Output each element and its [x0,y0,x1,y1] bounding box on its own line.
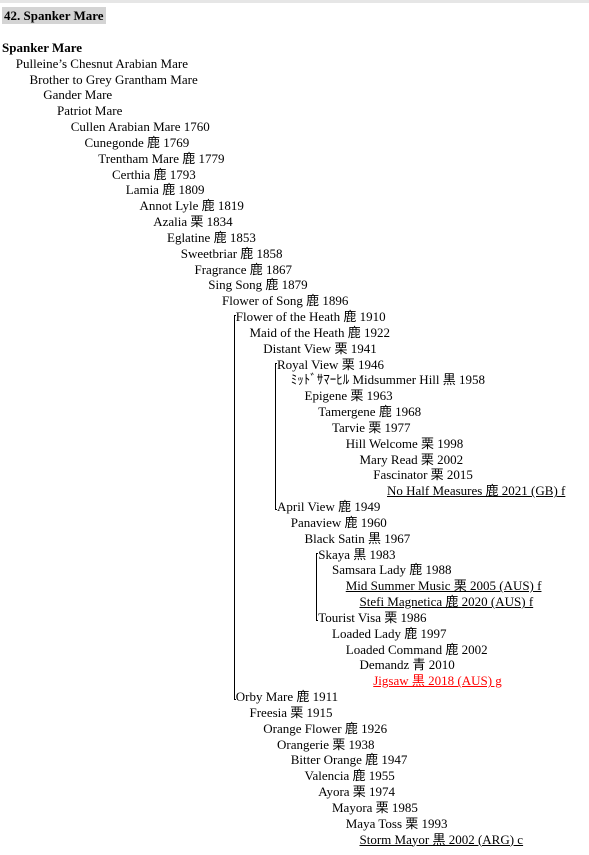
pedigree-entry: Flower of the Heath 鹿 1910 [235,309,386,325]
pedigree-entry: April View 鹿 1949 [277,499,381,515]
pedigree-entry: Loaded Lady 鹿 1997 [332,625,447,641]
pedigree-entry[interactable]: No Half Measures 鹿 2021 (GB) f [387,483,566,499]
pedigree-entry: Patriot Mare [57,103,123,119]
pedigree-entry: Bitter Orange 鹿 1947 [290,752,408,768]
pedigree-entry[interactable]: Storm Mayor 黒 2002 (ARG) c [359,831,524,847]
pedigree-entry: Freesia 栗 1915 [249,704,333,720]
tree-connector-tick [316,552,319,554]
pedigree-entry: Samsara Lady 鹿 1988 [332,562,452,578]
pedigree-entry: Cunegonde 鹿 1769 [84,134,190,150]
pedigree-entry: Orange Flower 鹿 1926 [263,720,388,736]
pedigree-entry: ﾐｯﾄﾞｻﾏｰﾋﾙ Midsummer Hill 黒 1958 [290,372,486,388]
pedigree-entry: Panaview 鹿 1960 [290,514,387,530]
pedigree-entry: Trentham Mare 鹿 1779 [98,150,225,166]
pedigree-entry[interactable]: Mid Summer Music 栗 2005 (AUS) f [345,578,542,594]
pedigree-entry: Mary Read 栗 2002 [359,451,464,467]
pedigree-entry: Tourist Visa 栗 1986 [318,609,427,625]
pedigree-entry: Pulleine’s Chesnut Arabian Mare [15,55,188,71]
pedigree-entry: Sing Song 鹿 1879 [208,277,308,293]
pedigree-entry: Cullen Arabian Mare 1760 [70,119,210,135]
pedigree-entry: Fascinator 栗 2015 [373,467,473,483]
pedigree-entry: Black Satin 黒 1967 [304,530,411,546]
pedigree-entry: Valencia 鹿 1955 [304,768,395,784]
pedigree-entry: Maid of the Heath 鹿 1922 [249,324,390,340]
pedigree-entry: Gander Mare [43,87,113,103]
pedigree-entry: Orangerie 栗 1938 [277,736,375,752]
pedigree-entry: Epigene 栗 1963 [304,388,393,404]
pedigree-entry: Orby Mare 鹿 1911 [235,689,339,705]
root-horse: Spanker Mare [2,40,83,55]
page-heading: 42. Spanker Mare [2,7,106,24]
tree-connector-tick [316,619,319,621]
tree-connector-tick [233,315,236,317]
tree-connector-vertical [233,315,235,700]
tree-connector-tick [275,509,277,511]
pedigree-entry: Distant View 栗 1941 [263,340,377,356]
pedigree-entry: Lamia 鹿 1809 [125,182,205,198]
pedigree-entry: Loaded Command 鹿 2002 [345,641,488,657]
pedigree-entry: Hill Welcome 栗 1998 [345,435,464,451]
pedigree-entry: Sweetbriar 鹿 1858 [180,245,283,261]
pedigree-entry: Royal View 栗 1946 [277,356,384,372]
pedigree-entry: Certhia 鹿 1793 [112,166,196,182]
pedigree-entry: Demandz 青 2010 [359,657,455,673]
tree-connector-tick [233,699,236,701]
pedigree-entry: Skaya 黒 1983 [318,546,396,562]
pedigree-entry: Flower of Song 鹿 1896 [222,293,349,309]
tree-connector-vertical [316,552,318,620]
pedigree-entry: Tamergene 鹿 1968 [318,404,422,420]
top-border [0,0,589,3]
pedigree-entry: Maya Toss 栗 1993 [345,815,448,831]
pedigree-entry: Ayora 栗 1974 [318,784,396,799]
tree-connector-tick [275,362,277,364]
pedigree-entry: Annot Lyle 鹿 1819 [139,198,244,214]
pedigree-entry: Tarvie 栗 1977 [332,419,411,435]
pedigree-entry: Mayora 栗 1985 [332,799,418,815]
pedigree-entry: Eglatine 鹿 1853 [167,229,256,245]
pedigree-entry: Azalia 栗 1834 [153,214,233,230]
tree-connector-vertical [275,362,276,510]
pedigree-entry: Brother to Grey Grantham Mare [29,71,198,87]
pedigree-entry[interactable]: Stefi Magnetica 鹿 2020 (AUS) f [359,594,534,610]
pedigree-entry: Fragrance 鹿 1867 [194,261,292,277]
pedigree-entry[interactable]: Jigsaw 黒 2018 (AUS) g [373,673,502,689]
